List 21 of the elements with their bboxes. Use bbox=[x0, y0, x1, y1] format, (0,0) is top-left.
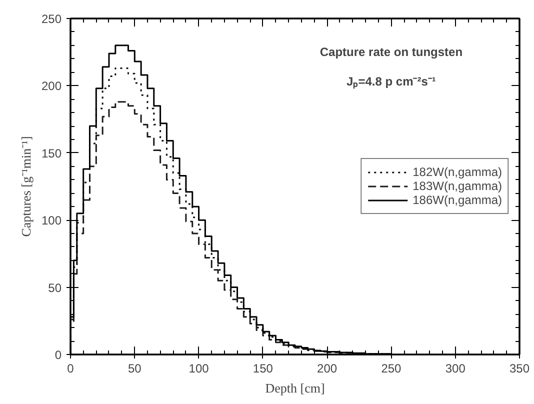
legend-label: 186W(n,gamma) bbox=[412, 193, 502, 207]
y-tick-label: 250 bbox=[41, 12, 62, 26]
y-tick-label: 50 bbox=[48, 280, 62, 295]
x-tick-label: 100 bbox=[188, 362, 210, 376]
y-tick-label: 100 bbox=[41, 214, 62, 228]
legend-label: 182W(n,gamma) bbox=[412, 165, 502, 179]
legend-label: 183W(n,gamma) bbox=[412, 179, 502, 193]
x-tick-label: 150 bbox=[252, 362, 274, 376]
y-tick-label: 0 bbox=[54, 348, 62, 362]
x-tick-label: 200 bbox=[317, 362, 338, 376]
x-tick-label: 250 bbox=[381, 362, 402, 376]
text: Capture rate on tungsten bbox=[320, 44, 463, 59]
x-tick-label: 50 bbox=[128, 362, 142, 376]
x-axis-title: Depth [cm] bbox=[265, 380, 325, 396]
x-tick-label: 0 bbox=[67, 362, 74, 376]
x-tick-label: 300 bbox=[445, 362, 466, 376]
x-tick-label: 350 bbox=[509, 362, 530, 376]
text: Jₚ=4.8 p cm⁻²s⁻¹ bbox=[346, 74, 436, 90]
y-axis-title: Captures [g⁻¹min⁻¹] bbox=[18, 136, 34, 237]
y-tick-label: 200 bbox=[41, 79, 62, 94]
y-tick-label: 150 bbox=[41, 146, 62, 160]
